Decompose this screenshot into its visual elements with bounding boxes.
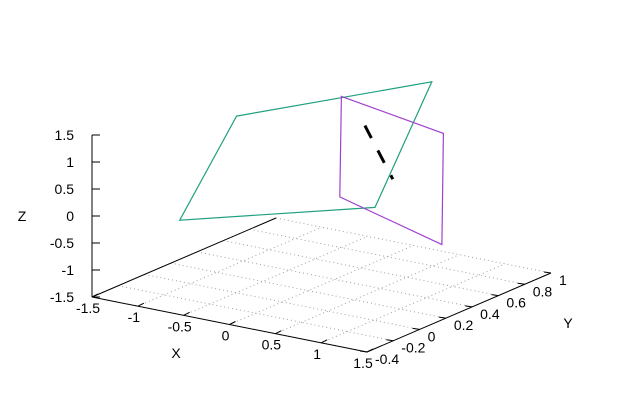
series	[178, 81, 445, 246]
grid-line-y	[118, 285, 394, 342]
x-tick-label: 1	[313, 346, 321, 362]
y-tick-label: 1	[559, 272, 567, 288]
grid-line-y	[275, 217, 552, 274]
plane-outline	[178, 81, 433, 221]
x-tick-label: -1	[128, 309, 141, 325]
x-tick-label: 0.5	[262, 337, 282, 353]
z-tick-label: 1	[66, 154, 74, 170]
y-tick-label: 0.2	[454, 317, 474, 333]
x-tick	[229, 321, 236, 325]
y-axis-label: Y	[563, 315, 573, 331]
x-tick-label: -1.5	[76, 300, 100, 316]
x-axis-label: X	[171, 345, 181, 361]
grid-line-y	[144, 273, 420, 330]
y-tick	[412, 327, 420, 330]
y-tick	[517, 282, 525, 285]
back-y-edge	[91, 217, 277, 298]
x-tick	[320, 339, 328, 344]
axes: -1.5-1-0.500.511.5 -0.4-0.200.20.40.60.81…	[50, 127, 567, 371]
y-tick-label: -0.2	[401, 340, 425, 356]
grid-line-y	[197, 251, 473, 308]
z-axis-label: Z	[18, 208, 27, 224]
y-tick-label: 0.6	[506, 295, 526, 311]
y-tick-label: -0.4	[375, 351, 399, 367]
grid-line-y	[170, 262, 446, 319]
grid-line-y	[249, 228, 525, 285]
intersection-line	[363, 124, 395, 180]
axis-labels: X Y Z	[18, 208, 574, 361]
z-tick-label: -1	[62, 262, 75, 278]
z-tick-label: 0.5	[55, 181, 75, 197]
x-tick	[183, 311, 190, 316]
grid-line-x	[320, 263, 506, 344]
y-tick-label: 0.8	[533, 283, 553, 299]
grid-line-x	[275, 254, 460, 335]
y-tick	[359, 350, 368, 353]
floor-grid	[91, 217, 552, 353]
grid-line-x	[183, 235, 368, 316]
grid-line-x	[137, 226, 323, 307]
x-tick	[366, 348, 374, 353]
y-tick	[438, 316, 446, 319]
y-tick-label: 0.4	[480, 306, 500, 322]
z-tick-label: 1.5	[55, 127, 75, 143]
plane-outline	[339, 95, 445, 246]
z-tick-label: -0.5	[50, 235, 74, 251]
x-tick	[275, 330, 282, 335]
z-tick-label: -1.5	[50, 289, 74, 305]
grid-line-y	[223, 240, 499, 297]
y-tick	[543, 271, 552, 274]
grid-line-x	[229, 245, 414, 325]
y-tick	[491, 294, 499, 297]
y-tick-label: 0	[428, 328, 436, 344]
y-tick	[465, 305, 473, 308]
x-tick-label: 0	[222, 328, 230, 344]
y-tick	[386, 339, 394, 342]
x-tick-label: -0.5	[168, 318, 192, 334]
z-tick-label: 0	[66, 208, 74, 224]
x-tick-label: 1.5	[353, 355, 373, 371]
x-tick	[137, 302, 145, 307]
y-axis-line	[366, 272, 552, 353]
